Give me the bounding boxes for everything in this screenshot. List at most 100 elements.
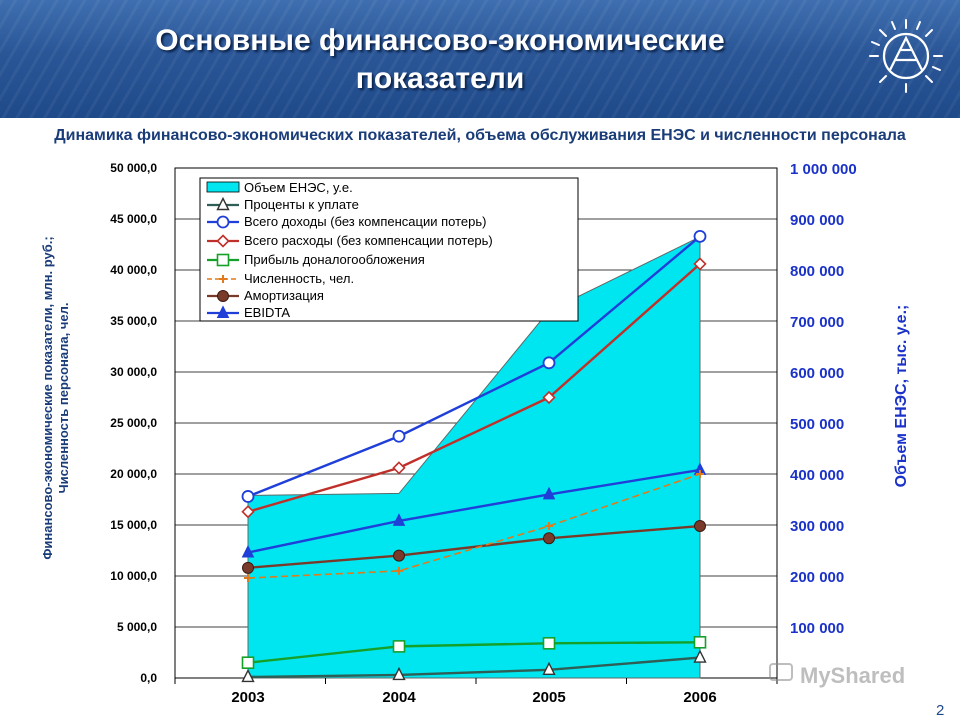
slide-title-line2: показатели	[355, 62, 525, 95]
y2-tick-label: 400 000	[790, 467, 844, 484]
legend-label: Прибыль доналогообложения	[244, 252, 425, 267]
x-tick-label: 2004	[382, 689, 416, 706]
watermark-icon	[769, 663, 793, 681]
series-0-group	[241, 649, 707, 683]
series-5-point	[543, 532, 555, 545]
legend-label: Всего доходы (без компенсации потерь)	[244, 214, 486, 229]
slide-header	[0, 0, 960, 118]
series-2-group	[241, 257, 707, 519]
legend-label: Объем ЕНЭС, у.е.	[244, 180, 353, 195]
series-2-point	[693, 257, 707, 271]
series-5-point	[694, 520, 706, 533]
series-2-line	[247, 262, 701, 513]
series-1-point	[241, 490, 255, 503]
y-tick-label: 50 000,0	[110, 161, 157, 175]
y-tick-label: 15 000,0	[110, 518, 157, 532]
series-6-point	[542, 486, 556, 500]
x-tick-label: 2003	[231, 689, 264, 706]
y-axis-title-line1: Финансово-экономические показатели, млн.…	[40, 236, 55, 559]
slide-title: Основные финансово-экономические показат…	[100, 22, 780, 98]
legend-marker	[216, 196, 230, 211]
legend-swatch	[206, 181, 240, 193]
y2-tick-label: 100 000	[790, 620, 844, 637]
page-number: 2	[936, 702, 945, 719]
y2-axis-title-text: Объем ЕНЭС, тыс. у.е.;	[893, 305, 910, 488]
legend-marker	[216, 253, 230, 267]
series-4-point	[395, 566, 403, 575]
legend-marker	[216, 234, 230, 248]
series-5-point	[242, 561, 254, 574]
y2-tick-label: 700 000	[790, 314, 844, 331]
chart-title: Динамика финансово-экономических показат…	[54, 127, 906, 144]
legend-marker	[219, 275, 227, 283]
y-tick-label: 45 000,0	[110, 212, 157, 226]
series-4-line	[247, 473, 701, 579]
y2-tick-label: 1 000 000	[790, 161, 857, 178]
watermark-text: MyShared	[800, 663, 905, 688]
x-tick-label: 2006	[683, 689, 716, 706]
slide-title-line1: Основные финансово-экономические	[155, 24, 725, 57]
series-2-point	[542, 390, 556, 405]
series-4-group	[244, 470, 704, 583]
series-0-line	[247, 656, 701, 679]
series-5-group	[242, 520, 706, 574]
series-6-point	[392, 513, 406, 526]
y-tick-label: 40 000,0	[110, 263, 157, 277]
y2-axis-title: Объем ЕНЭС, тыс. у.е.;	[893, 305, 910, 488]
legend-marker	[216, 305, 230, 318]
series-1-point	[542, 356, 556, 370]
x-tick-label: 2005	[532, 689, 565, 706]
y-tick-label: 20 000,0	[110, 467, 157, 481]
series-2-point	[392, 461, 406, 475]
legend-marker	[216, 215, 230, 229]
series-3-group	[241, 635, 707, 670]
y2-tick-label: 300 000	[790, 518, 844, 535]
y2-tick-label: 500 000	[790, 416, 844, 433]
series-3-point	[542, 637, 556, 650]
series-2-point	[241, 505, 255, 519]
series-1-group	[241, 229, 707, 503]
series-1-point	[693, 229, 707, 243]
series-4-point	[244, 574, 252, 583]
y2-tick-label: 200 000	[790, 569, 844, 586]
series-1-line	[247, 235, 701, 498]
series-0-point	[392, 666, 406, 681]
legend-box	[199, 177, 579, 322]
y-tick-label: 25 000,0	[110, 416, 157, 430]
y-tick-label: 35 000,0	[110, 314, 157, 328]
legend: Объем ЕНЭС, у.е. Проценты к уплате Всего д…	[199, 177, 579, 322]
series-6-group	[241, 462, 707, 558]
series-1-point	[392, 429, 406, 443]
series-0-point	[241, 668, 255, 683]
legend-label: Амортизация	[244, 288, 324, 303]
y-axis-title-line2: Численность персонала, чел.	[56, 303, 71, 494]
series-4-point	[696, 470, 704, 478]
y2-tick-label: 800 000	[790, 263, 844, 280]
series-5-point	[393, 549, 405, 562]
series-6-line	[247, 468, 701, 554]
y-tick-label: 0,0	[140, 671, 157, 685]
legend-marker	[217, 290, 229, 302]
y-tick-label: 30 000,0	[110, 365, 157, 379]
company-logo-icon	[869, 19, 943, 93]
series-3-point	[241, 656, 255, 670]
series-3-point	[392, 640, 406, 653]
legend-label: Проценты к уплате	[244, 197, 359, 212]
series-0-point	[542, 661, 556, 676]
series-3-line	[247, 641, 701, 664]
y-axis-title: Финансово-экономические показатели, млн.…	[40, 236, 71, 559]
series-0-point	[693, 649, 707, 663]
y2-tick-label: 900 000	[790, 212, 844, 229]
series-4-point	[545, 522, 553, 531]
series-3-point	[693, 635, 707, 649]
legend-label: Численность, чел.	[244, 271, 354, 286]
legend-label: Всего расходы (без компенсации потерь)	[244, 233, 493, 248]
y2-tick-label: 600 000	[790, 365, 844, 382]
series-6-point	[241, 544, 255, 558]
series-5-line	[247, 524, 701, 570]
legend-label: EBIDTA	[244, 305, 290, 320]
y-tick-label: 5 000,0	[117, 620, 157, 634]
watermark: MyShared	[769, 663, 905, 688]
y-tick-label: 10 000,0	[110, 569, 157, 583]
